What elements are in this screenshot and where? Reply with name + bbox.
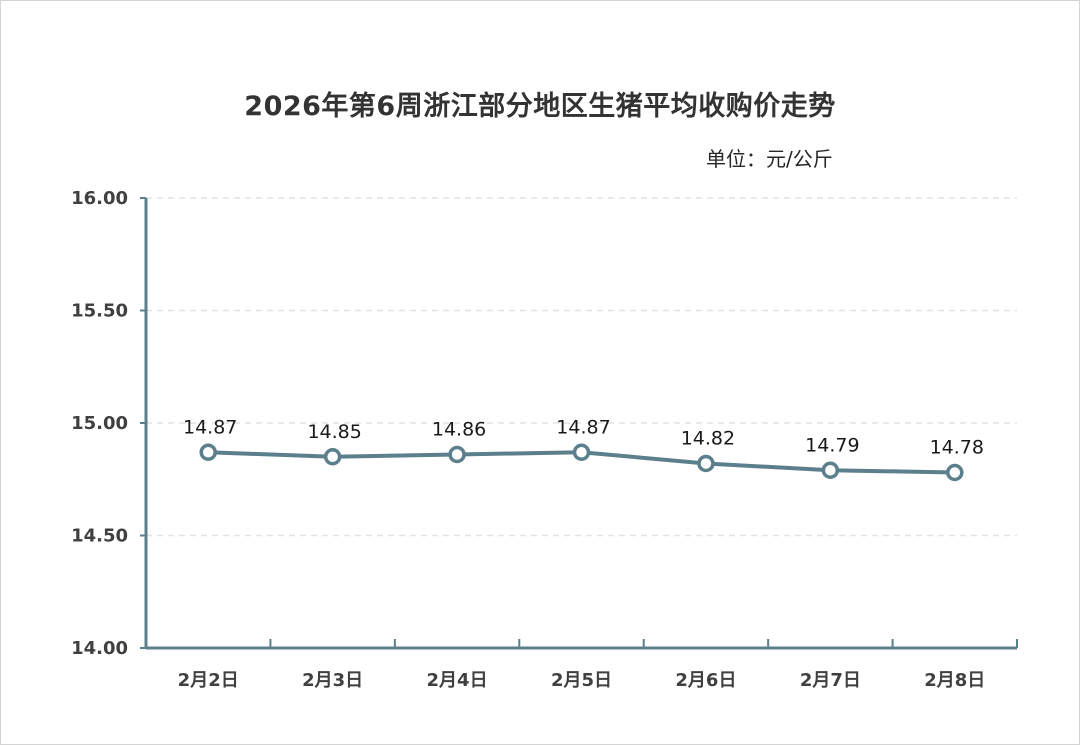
x-tick-label: 2月3日 — [302, 670, 363, 691]
labels: 14.00 14.50 15.00 15.50 16.00 2月2日 2月3日 2月4日 2月5… — [71, 188, 985, 691]
data-point — [697, 454, 715, 473]
data-label: 14.79 — [805, 434, 859, 456]
unit-label: 单位：元/公斤 — [706, 147, 833, 171]
chart-title: 2026年第6周浙江部分地区生猪平均收购价走势 — [244, 91, 836, 122]
data-label: 14.82 — [681, 428, 735, 450]
data-label: 14.86 — [432, 419, 486, 441]
y-tick-label: 15.50 — [71, 301, 128, 322]
grid-lines — [146, 197, 1017, 537]
x-tick-label: 2月2日 — [178, 670, 239, 691]
x-tick-label: 2月8日 — [924, 670, 985, 691]
y-tick-label: 15.00 — [71, 413, 128, 434]
axes — [140, 197, 1018, 650]
x-tick-label: 2月7日 — [800, 670, 861, 691]
series — [199, 443, 964, 482]
data-point — [821, 461, 840, 479]
data-point — [448, 445, 466, 464]
data-label: 14.87 — [556, 416, 610, 438]
data-point — [946, 463, 964, 482]
x-tick-label: 2月4日 — [427, 670, 488, 691]
data-point — [323, 448, 342, 466]
y-tick-label: 16.00 — [71, 188, 128, 209]
data-point — [572, 443, 591, 461]
data-label: 14.85 — [307, 421, 361, 443]
x-tick-label: 2月5日 — [551, 670, 612, 691]
y-tick-label: 14.50 — [71, 526, 128, 547]
y-tick-label: 14.00 — [71, 638, 128, 659]
data-label: 14.87 — [183, 416, 237, 438]
data-label: 14.78 — [930, 437, 984, 459]
data-point — [199, 443, 217, 461]
x-tick-label: 2月6日 — [675, 670, 736, 691]
